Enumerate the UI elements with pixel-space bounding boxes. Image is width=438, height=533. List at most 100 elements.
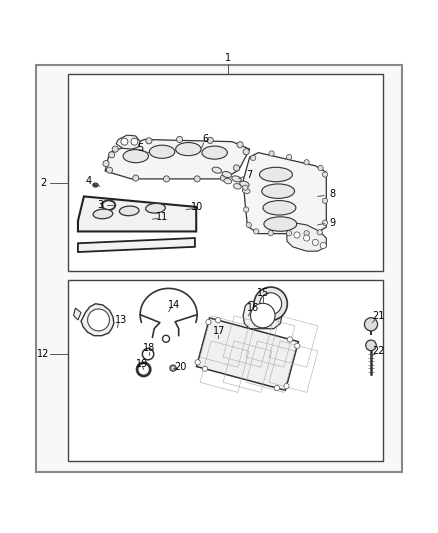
Circle shape [284, 383, 289, 389]
Circle shape [318, 165, 323, 171]
Circle shape [322, 220, 328, 225]
Bar [68, 280, 383, 462]
Circle shape [88, 309, 110, 331]
Circle shape [304, 235, 310, 241]
Circle shape [304, 159, 309, 165]
Text: 20: 20 [174, 362, 187, 372]
Circle shape [206, 319, 211, 325]
Circle shape [233, 165, 240, 171]
Circle shape [364, 318, 378, 331]
Text: 8: 8 [329, 189, 335, 199]
Bar [68, 74, 383, 271]
Circle shape [220, 175, 226, 181]
Circle shape [254, 229, 259, 234]
Polygon shape [78, 238, 195, 252]
Circle shape [237, 142, 243, 148]
Polygon shape [287, 223, 326, 251]
Circle shape [304, 231, 309, 236]
Text: 13: 13 [115, 315, 127, 325]
Circle shape [103, 160, 109, 167]
Circle shape [121, 138, 128, 145]
Circle shape [244, 207, 249, 212]
Polygon shape [105, 140, 250, 179]
Text: 12: 12 [37, 349, 49, 359]
Text: 1: 1 [225, 53, 231, 63]
Circle shape [133, 175, 139, 181]
Text: 14: 14 [168, 300, 180, 310]
Circle shape [207, 138, 213, 143]
Circle shape [243, 185, 248, 190]
Ellipse shape [240, 181, 249, 187]
Ellipse shape [202, 146, 227, 159]
Text: 3: 3 [98, 200, 104, 210]
Ellipse shape [212, 167, 222, 173]
Text: 17: 17 [213, 326, 225, 336]
Text: 10: 10 [191, 203, 203, 212]
Polygon shape [243, 152, 326, 233]
Circle shape [246, 222, 251, 228]
Circle shape [366, 340, 376, 351]
Ellipse shape [232, 176, 241, 182]
Text: 2: 2 [40, 178, 46, 188]
Circle shape [320, 243, 326, 248]
Circle shape [215, 318, 221, 323]
Circle shape [106, 167, 113, 173]
Ellipse shape [224, 179, 232, 184]
Ellipse shape [120, 206, 139, 216]
Text: 21: 21 [373, 311, 385, 320]
Circle shape [322, 198, 328, 204]
Text: 19: 19 [136, 359, 148, 369]
Circle shape [112, 146, 118, 152]
Circle shape [131, 138, 138, 145]
Circle shape [317, 230, 322, 235]
Ellipse shape [123, 150, 148, 163]
Polygon shape [81, 304, 114, 336]
Circle shape [195, 360, 200, 365]
Circle shape [177, 136, 183, 142]
Circle shape [287, 337, 293, 342]
Circle shape [202, 366, 208, 372]
Circle shape [312, 239, 318, 246]
Polygon shape [78, 197, 196, 231]
Polygon shape [243, 302, 283, 329]
Ellipse shape [263, 200, 296, 215]
Circle shape [286, 155, 292, 159]
Ellipse shape [242, 188, 250, 193]
Ellipse shape [93, 183, 98, 187]
Ellipse shape [93, 209, 113, 219]
Text: 5: 5 [137, 143, 143, 154]
Circle shape [295, 343, 300, 349]
Text: 4: 4 [85, 176, 92, 186]
Circle shape [286, 231, 292, 236]
Circle shape [109, 152, 115, 158]
Circle shape [251, 155, 256, 160]
Ellipse shape [222, 172, 232, 177]
Circle shape [194, 176, 200, 182]
Circle shape [269, 151, 274, 156]
Circle shape [243, 149, 249, 155]
Text: 18: 18 [143, 343, 155, 353]
Circle shape [322, 172, 328, 177]
Polygon shape [74, 308, 81, 320]
Ellipse shape [176, 142, 201, 156]
Ellipse shape [233, 183, 241, 189]
Circle shape [163, 176, 170, 182]
Circle shape [268, 231, 273, 236]
Ellipse shape [261, 184, 294, 198]
Circle shape [274, 385, 279, 391]
Text: 9: 9 [329, 217, 335, 228]
Text: 22: 22 [373, 345, 385, 356]
Ellipse shape [146, 204, 165, 213]
Ellipse shape [264, 217, 297, 231]
Text: 16: 16 [247, 303, 259, 313]
Polygon shape [116, 135, 140, 149]
Text: 15: 15 [257, 288, 269, 298]
Text: 7: 7 [247, 169, 253, 180]
Circle shape [254, 287, 287, 320]
Ellipse shape [149, 145, 175, 158]
Text: 6: 6 [203, 134, 209, 144]
Circle shape [146, 138, 152, 144]
Polygon shape [197, 318, 298, 390]
Circle shape [294, 232, 300, 238]
Text: 11: 11 [156, 212, 168, 222]
